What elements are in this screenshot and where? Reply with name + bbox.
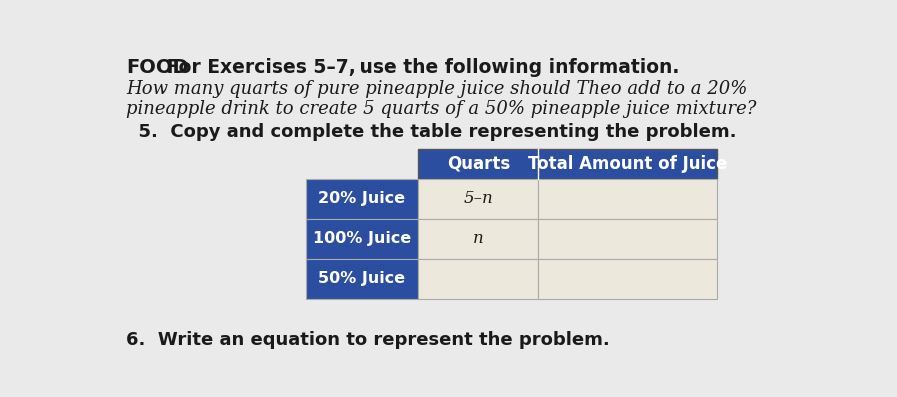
Text: How many quarts of pure pineapple juice should Theo add to a 20%: How many quarts of pure pineapple juice … bbox=[126, 80, 747, 98]
Text: Quarts: Quarts bbox=[447, 155, 509, 173]
Text: 6.  Write an equation to represent the problem.: 6. Write an equation to represent the pr… bbox=[126, 331, 610, 349]
Text: 5–n: 5–n bbox=[464, 190, 493, 207]
Bar bbox=[538, 219, 717, 258]
Bar bbox=[306, 258, 418, 299]
Bar bbox=[306, 219, 418, 258]
Bar bbox=[418, 179, 538, 219]
Bar bbox=[418, 219, 538, 258]
Bar bbox=[418, 258, 538, 299]
Bar bbox=[306, 179, 418, 219]
Text: 50% Juice: 50% Juice bbox=[318, 271, 405, 286]
Text: 5.  Copy and complete the table representing the problem.: 5. Copy and complete the table represent… bbox=[126, 123, 736, 141]
Bar bbox=[538, 179, 717, 219]
Text: n: n bbox=[473, 230, 483, 247]
Bar bbox=[538, 258, 717, 299]
Text: 100% Juice: 100% Juice bbox=[313, 231, 411, 246]
Text: Total Amount of Juice: Total Amount of Juice bbox=[527, 155, 727, 173]
Bar bbox=[418, 149, 717, 179]
Text: For Exercises 5–7, use the following information.: For Exercises 5–7, use the following inf… bbox=[161, 58, 680, 77]
Text: 20% Juice: 20% Juice bbox=[318, 191, 405, 206]
Text: FOOD: FOOD bbox=[126, 58, 188, 77]
Text: pineapple drink to create 5 quarts of a 50% pineapple juice mixture?: pineapple drink to create 5 quarts of a … bbox=[126, 100, 756, 118]
